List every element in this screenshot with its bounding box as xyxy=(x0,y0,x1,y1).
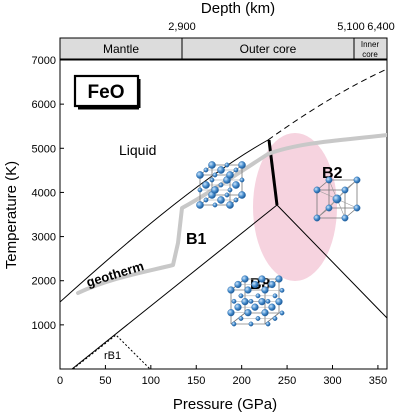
melting-curve-extrapolated xyxy=(267,69,386,141)
x-tick-label: 200 xyxy=(232,375,250,387)
x-tick-label: 300 xyxy=(323,375,341,387)
compound-label: FeO xyxy=(88,82,125,103)
depth-tick-6400: 6,400 xyxy=(367,21,395,33)
b1-crystal-icon xyxy=(196,161,246,209)
b1-b8-boundary xyxy=(71,204,278,369)
x-axis-title: Pressure (GPa) xyxy=(173,396,277,413)
rb1-label: rB1 xyxy=(104,350,121,362)
x-tick-label: 0 xyxy=(57,375,63,387)
y-tick-label: 2000 xyxy=(32,276,56,288)
b2-crystal-icon xyxy=(313,176,361,222)
zone-inner-core-1: Inner xyxy=(361,40,380,49)
zone-mantle: Mantle xyxy=(103,42,139,56)
melting-curve xyxy=(60,139,269,303)
geotherm-curve xyxy=(76,133,387,295)
y-tick-label: 4000 xyxy=(32,187,56,199)
depth-axis-title: Depth (km) xyxy=(201,0,275,17)
zone-inner-core-2: core xyxy=(362,50,378,59)
zone-bar xyxy=(59,37,388,60)
b8-b2-boundary xyxy=(276,204,387,319)
y-tick-label: 6000 xyxy=(32,99,56,111)
depth-tick-5100: 5,100 xyxy=(337,21,365,33)
x-tick-label: 350 xyxy=(369,375,387,387)
zone-outer-core: Outer core xyxy=(240,42,297,56)
x-tick-label: 150 xyxy=(187,375,205,387)
y-axis-title: Temperature (K) xyxy=(3,161,20,269)
y-tick-label: 3000 xyxy=(32,232,56,244)
liquid-label: Liquid xyxy=(119,142,156,158)
y-tick-label: 1000 xyxy=(32,320,56,332)
x-axis-ticks: 0 50 100 150 200 250 300 350 xyxy=(57,365,387,387)
x-tick-label: 100 xyxy=(142,375,160,387)
depth-tick-2900: 2,900 xyxy=(168,21,196,33)
y-axis-ticks: 1000 2000 3000 4000 5000 6000 7000 xyxy=(32,55,64,332)
b1-label: B1 xyxy=(186,231,207,248)
y-tick-label: 7000 xyxy=(32,55,56,67)
b8-crystal-icon xyxy=(227,275,285,327)
x-tick-label: 250 xyxy=(278,375,296,387)
b1-b2-boundary xyxy=(267,139,279,206)
x-tick-label: 50 xyxy=(99,375,111,387)
y-tick-label: 5000 xyxy=(32,143,56,155)
